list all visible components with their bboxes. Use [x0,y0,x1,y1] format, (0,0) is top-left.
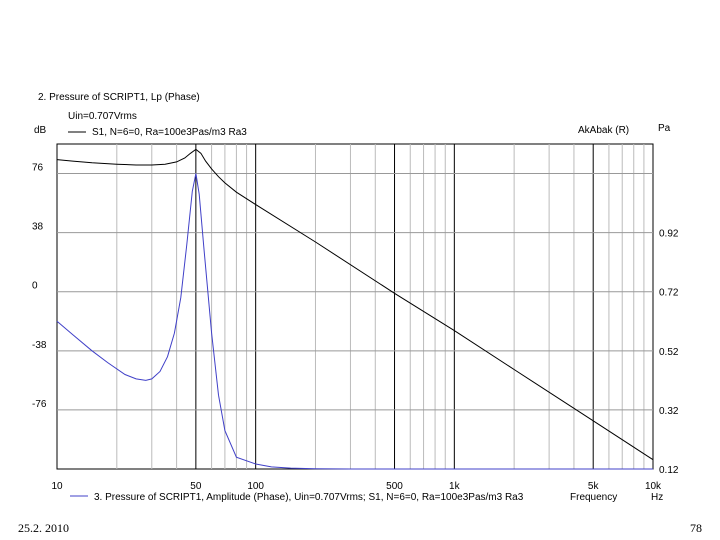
legend-label-series-2: 3. Pressure of SCRIPT1, Amplitude (Phase… [94,492,524,503]
y-left-tick-label: 0 [32,281,38,292]
y-right-tick-label: 0.92 [659,229,679,240]
y-left-tick-label: -38 [32,340,47,351]
y-left-tick-label: 38 [32,222,44,233]
software-label: AkAbak (R) [578,125,629,136]
x-tick-label: 500 [386,481,403,492]
plot-frame [56,143,654,470]
y-right-tick-label: 0.32 [659,406,679,417]
y-left-tick-label: -76 [32,399,47,410]
y-right-tick-label: 0.52 [659,347,679,358]
x-tick-label: 50 [190,481,202,492]
series-line-1 [56,148,654,461]
x-tick-label: 1k [449,481,461,492]
x-axis-label: Frequency [570,492,617,503]
chart-subtitle: Uin=0.707Vrms [68,111,137,122]
footer-date: 25.2. 2010 [18,521,69,535]
x-tick-label: 10k [645,481,662,492]
y-right-unit: Pa [658,123,671,134]
plot-area: 10 50 100 500 1k 5k 10k 76 38 0 -38 -76 0.92 0.72 0.52… [32,143,679,492]
x-tick-label: 100 [247,481,264,492]
x-axis-unit: Hz [651,492,663,503]
legend-label-series-1: S1, N=6=0, Ra=100e3Pas/m3 Ra3 [92,127,247,138]
y-left-tick-label: 76 [32,163,44,174]
x-tick-label: 10 [51,481,63,492]
chart-title: 2. Pressure of SCRIPT1, Lp (Phase) [38,92,200,103]
y-left-unit: dB [34,125,47,136]
page-number: 78 [690,521,702,535]
series-line-2 [56,173,653,470]
y-right-tick-label: 0.12 [659,465,679,476]
x-tick-label: 5k [588,481,600,492]
y-right-tick-label: 0.72 [659,288,679,299]
